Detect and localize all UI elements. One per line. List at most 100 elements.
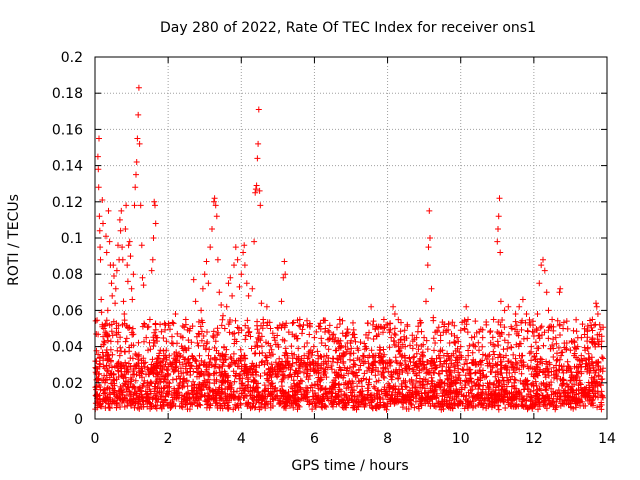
data-point xyxy=(545,397,552,404)
data-point xyxy=(314,348,321,355)
data-point xyxy=(304,355,311,362)
data-point xyxy=(499,374,506,381)
data-point xyxy=(280,393,287,400)
data-point xyxy=(179,361,186,368)
data-point xyxy=(206,361,213,368)
data-point xyxy=(461,361,468,368)
data-point xyxy=(557,332,563,338)
data-point xyxy=(198,317,205,324)
data-point xyxy=(545,372,552,379)
data-point xyxy=(95,351,102,358)
data-point xyxy=(370,383,377,390)
data-point xyxy=(413,350,420,357)
data-point xyxy=(158,405,165,412)
data-point xyxy=(535,345,542,352)
data-point xyxy=(419,384,426,391)
data-point xyxy=(431,393,438,400)
data-point xyxy=(315,370,322,377)
data-point xyxy=(320,317,327,324)
data-point xyxy=(402,361,409,368)
data-point xyxy=(125,242,132,249)
data-point xyxy=(411,353,418,360)
data-point xyxy=(433,364,440,371)
data-point xyxy=(361,340,368,347)
data-point xyxy=(133,159,140,165)
data-point xyxy=(466,380,472,386)
data-point xyxy=(513,388,520,395)
data-point xyxy=(344,381,351,388)
data-point xyxy=(413,364,420,371)
data-point xyxy=(153,378,160,385)
data-point xyxy=(596,331,603,338)
data-point xyxy=(546,401,553,408)
data-point xyxy=(540,256,546,263)
data-point xyxy=(577,381,584,388)
data-point xyxy=(195,365,202,372)
data-point xyxy=(403,405,410,412)
data-point xyxy=(401,327,408,334)
data-point xyxy=(98,309,105,316)
data-point xyxy=(228,384,235,391)
data-point xyxy=(211,195,218,202)
data-point xyxy=(375,368,382,375)
data-point xyxy=(274,341,281,348)
data-point xyxy=(546,324,552,331)
data-point xyxy=(511,382,518,389)
data-point xyxy=(290,319,297,326)
data-point xyxy=(448,360,455,367)
data-point xyxy=(472,361,479,368)
data-point xyxy=(370,318,377,325)
data-point xyxy=(466,342,473,349)
data-point xyxy=(331,369,338,376)
data-point xyxy=(533,401,539,408)
data-point xyxy=(250,372,256,378)
data-point xyxy=(369,321,376,328)
data-point xyxy=(307,323,313,330)
data-point xyxy=(203,340,210,347)
data-point xyxy=(404,321,411,328)
data-point xyxy=(230,368,237,375)
data-point xyxy=(449,395,456,402)
data-point xyxy=(528,393,535,400)
data-point xyxy=(99,321,106,328)
data-point xyxy=(471,333,478,340)
data-point xyxy=(146,386,153,393)
data-point xyxy=(454,334,461,341)
data-point xyxy=(366,329,372,336)
data-point xyxy=(258,392,264,399)
data-point xyxy=(183,360,190,367)
data-point xyxy=(586,382,592,389)
data-point xyxy=(214,331,221,338)
data-point xyxy=(275,325,282,332)
data-point xyxy=(216,364,223,371)
data-point xyxy=(579,321,586,328)
data-point xyxy=(340,360,347,367)
data-point xyxy=(164,388,171,395)
data-point xyxy=(117,344,124,351)
data-point xyxy=(395,343,402,350)
data-point xyxy=(377,347,384,354)
data-point xyxy=(409,338,416,345)
data-point xyxy=(449,319,456,326)
data-point xyxy=(150,370,156,376)
data-point xyxy=(494,338,501,345)
data-point xyxy=(207,244,214,251)
data-point xyxy=(557,376,564,382)
data-point xyxy=(372,325,379,332)
data-point xyxy=(220,312,226,319)
data-point xyxy=(430,335,437,342)
data-point xyxy=(495,226,501,232)
data-point xyxy=(553,357,560,364)
data-point xyxy=(104,333,111,340)
data-point xyxy=(274,324,281,331)
data-point xyxy=(306,331,313,338)
data-point xyxy=(574,343,581,350)
data-point xyxy=(562,397,568,404)
data-point xyxy=(276,368,283,374)
data-point xyxy=(268,380,275,387)
data-point xyxy=(477,377,484,384)
data-point xyxy=(276,395,283,402)
data-point xyxy=(592,369,599,376)
data-point xyxy=(197,323,204,330)
data-point xyxy=(545,327,552,334)
